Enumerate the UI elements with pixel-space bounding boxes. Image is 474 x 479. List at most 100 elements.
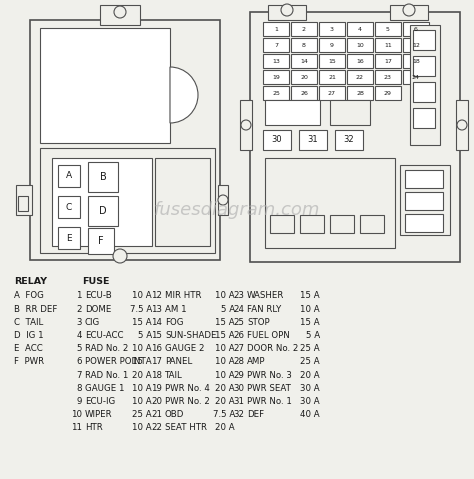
Bar xyxy=(299,130,327,150)
Bar xyxy=(405,214,443,232)
Text: AMP: AMP xyxy=(247,357,265,366)
Bar xyxy=(263,38,289,52)
Circle shape xyxy=(457,120,467,130)
Text: 17: 17 xyxy=(384,58,392,64)
Text: 3: 3 xyxy=(76,318,82,327)
Text: 5 A: 5 A xyxy=(138,331,152,340)
Text: 25 A: 25 A xyxy=(301,357,320,366)
Bar xyxy=(390,5,428,20)
Bar xyxy=(413,108,435,128)
Text: MIR HTR: MIR HTR xyxy=(165,292,201,300)
Text: 30: 30 xyxy=(272,136,283,145)
Text: 12: 12 xyxy=(151,292,162,300)
Text: 7: 7 xyxy=(76,371,82,380)
Text: RAD No. 2: RAD No. 2 xyxy=(85,344,128,354)
Text: CIG: CIG xyxy=(85,318,100,327)
Text: 25: 25 xyxy=(272,91,280,95)
Text: 17: 17 xyxy=(151,357,162,366)
Text: 15 A: 15 A xyxy=(215,331,235,340)
Bar xyxy=(263,54,289,68)
Text: 29: 29 xyxy=(384,91,392,95)
Bar xyxy=(270,215,294,233)
Bar xyxy=(291,22,317,36)
Text: 26: 26 xyxy=(300,91,308,95)
Text: 10 A: 10 A xyxy=(132,292,152,300)
Text: F  PWR: F PWR xyxy=(14,357,44,366)
Circle shape xyxy=(281,4,293,16)
Text: ECU-ACC: ECU-ACC xyxy=(85,331,124,340)
Text: FUSE: FUSE xyxy=(82,277,109,286)
Bar xyxy=(291,38,317,52)
Text: 21: 21 xyxy=(151,411,162,419)
Text: STOP: STOP xyxy=(247,318,270,327)
Text: TAIL: TAIL xyxy=(165,371,183,380)
Bar xyxy=(88,196,118,226)
Text: 15 A: 15 A xyxy=(132,357,152,366)
Text: PWR SEAT: PWR SEAT xyxy=(247,384,291,393)
Text: 15 A: 15 A xyxy=(132,318,152,327)
Bar xyxy=(291,86,317,100)
Bar xyxy=(263,86,289,100)
Bar xyxy=(319,70,345,84)
Text: 12: 12 xyxy=(412,43,420,47)
Text: 7: 7 xyxy=(274,43,278,47)
Text: 6: 6 xyxy=(76,357,82,366)
Bar xyxy=(319,22,345,36)
Text: GAUGE 1: GAUGE 1 xyxy=(85,384,125,393)
Text: 11: 11 xyxy=(384,43,392,47)
Bar xyxy=(40,148,215,253)
Bar xyxy=(291,70,317,84)
Bar xyxy=(58,196,80,218)
Bar xyxy=(347,54,373,68)
Bar xyxy=(375,38,401,52)
Text: 10: 10 xyxy=(356,43,364,47)
Bar xyxy=(403,38,429,52)
Bar xyxy=(18,196,28,211)
Text: 10 A: 10 A xyxy=(215,357,235,366)
Text: GAUGE 2: GAUGE 2 xyxy=(165,344,204,354)
Text: 24: 24 xyxy=(412,75,420,80)
Text: PWR No. 2: PWR No. 2 xyxy=(165,397,210,406)
Text: PWR No. 1: PWR No. 1 xyxy=(247,397,292,406)
Text: 10 A: 10 A xyxy=(132,397,152,406)
Text: 1: 1 xyxy=(76,292,82,300)
Text: PWR No. 3: PWR No. 3 xyxy=(247,371,292,380)
Bar xyxy=(268,5,306,20)
Bar xyxy=(100,5,140,25)
Text: 31: 31 xyxy=(233,397,244,406)
Text: 25 A: 25 A xyxy=(132,411,152,419)
Bar xyxy=(403,70,429,84)
Text: 8: 8 xyxy=(302,43,306,47)
Text: PANEL: PANEL xyxy=(165,357,192,366)
Text: 4: 4 xyxy=(76,331,82,340)
Text: 20 A: 20 A xyxy=(301,371,320,380)
Text: 31: 31 xyxy=(308,136,319,145)
Text: POWER POINT: POWER POINT xyxy=(85,357,146,366)
Bar xyxy=(155,158,210,246)
Bar xyxy=(30,20,220,260)
Text: DEF: DEF xyxy=(247,411,264,419)
Text: 5 A: 5 A xyxy=(221,305,235,314)
Bar xyxy=(291,54,317,68)
Text: 26: 26 xyxy=(233,331,244,340)
Bar xyxy=(319,86,345,100)
Text: C: C xyxy=(66,203,72,212)
Bar xyxy=(265,100,320,125)
Circle shape xyxy=(113,249,127,263)
Text: 3: 3 xyxy=(330,26,334,32)
Text: 30 A: 30 A xyxy=(301,397,320,406)
Text: 20 A: 20 A xyxy=(215,384,235,393)
Bar xyxy=(88,228,114,254)
Circle shape xyxy=(241,120,251,130)
Bar xyxy=(40,28,170,143)
Text: 11: 11 xyxy=(71,423,82,433)
Bar xyxy=(405,170,443,188)
Circle shape xyxy=(114,6,126,18)
Text: 16: 16 xyxy=(356,58,364,64)
Text: 25 A: 25 A xyxy=(301,344,320,354)
Text: 15 A: 15 A xyxy=(301,318,320,327)
Bar xyxy=(413,82,435,102)
Text: DOOR No. 2: DOOR No. 2 xyxy=(247,344,298,354)
Text: DOME: DOME xyxy=(85,305,111,314)
Text: 10 A: 10 A xyxy=(132,423,152,433)
